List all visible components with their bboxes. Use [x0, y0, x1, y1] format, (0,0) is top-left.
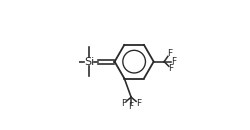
- Text: F: F: [168, 64, 173, 73]
- Text: Si: Si: [84, 57, 94, 67]
- Text: F: F: [121, 99, 126, 108]
- Text: F: F: [170, 57, 175, 66]
- Text: F: F: [128, 102, 133, 111]
- Text: F: F: [135, 99, 140, 108]
- Text: F: F: [166, 49, 172, 58]
